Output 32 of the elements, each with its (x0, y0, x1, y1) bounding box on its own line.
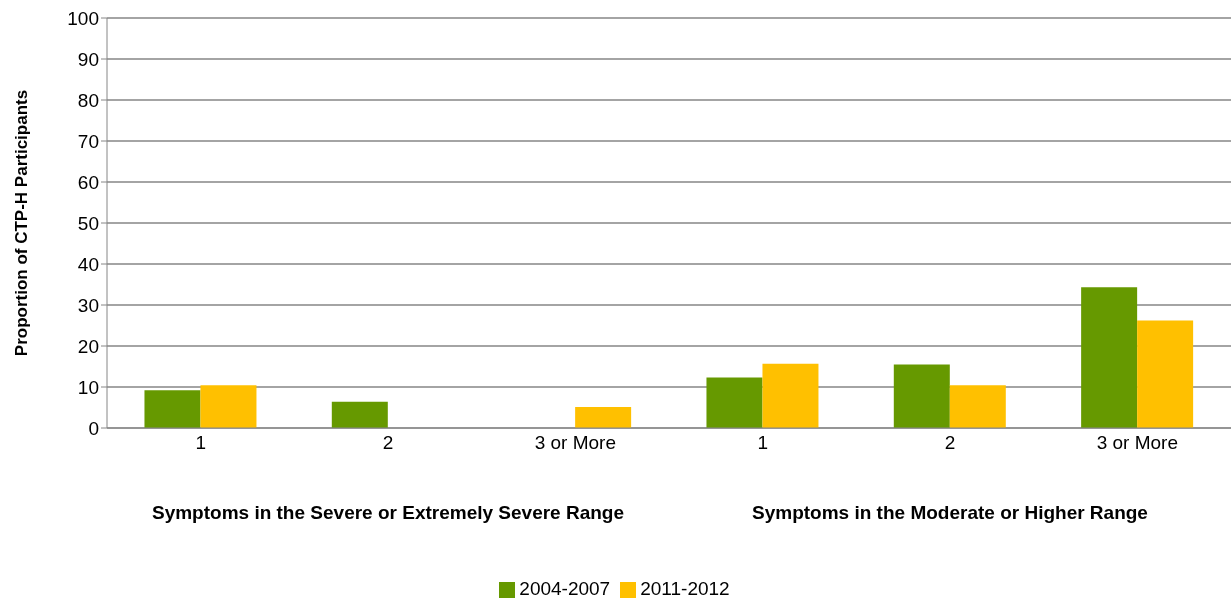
legend-label: 2011-2012 (640, 578, 730, 599)
y-tick-label: 0 (88, 417, 99, 439)
y-tick-label: 60 (77, 171, 99, 193)
bar (1137, 320, 1194, 428)
x-tick-label: 3 or More (534, 432, 616, 454)
y-tick-label: 10 (77, 376, 99, 398)
bar (949, 385, 1006, 428)
text: Symptoms in the Moderate or Higher Range (751, 502, 1149, 524)
bar (144, 390, 201, 428)
x-tick-label: 2 (944, 432, 956, 454)
y-tick-label: 30 (77, 294, 99, 316)
bar (1081, 287, 1138, 428)
bar (706, 377, 763, 428)
y-tick-label: 70 (77, 130, 99, 152)
y-tick-label: 40 (77, 253, 99, 275)
x-tick-label: 2 (382, 432, 394, 454)
x-tick-label: 1 (757, 432, 768, 454)
bar (331, 401, 388, 428)
bar (893, 364, 950, 428)
y-tick-label: 90 (77, 48, 99, 70)
x-tick-label: 3 or More (1096, 432, 1178, 454)
legend-label: 2004-2007 (519, 578, 611, 599)
y-tick-label: 80 (77, 89, 99, 111)
y-tick-label: 100 (67, 7, 99, 29)
y-tick-label: 20 (77, 335, 99, 357)
bar (575, 407, 632, 428)
text: Symptoms in the Severe or Extremely Severe Range (150, 502, 625, 524)
bar (762, 363, 819, 428)
x-tick-label: 1 (195, 432, 206, 454)
bar (200, 385, 257, 428)
y-axis-title: Proportion of CTP-H Participants (12, 89, 32, 357)
y-tick-label: 50 (77, 212, 99, 234)
